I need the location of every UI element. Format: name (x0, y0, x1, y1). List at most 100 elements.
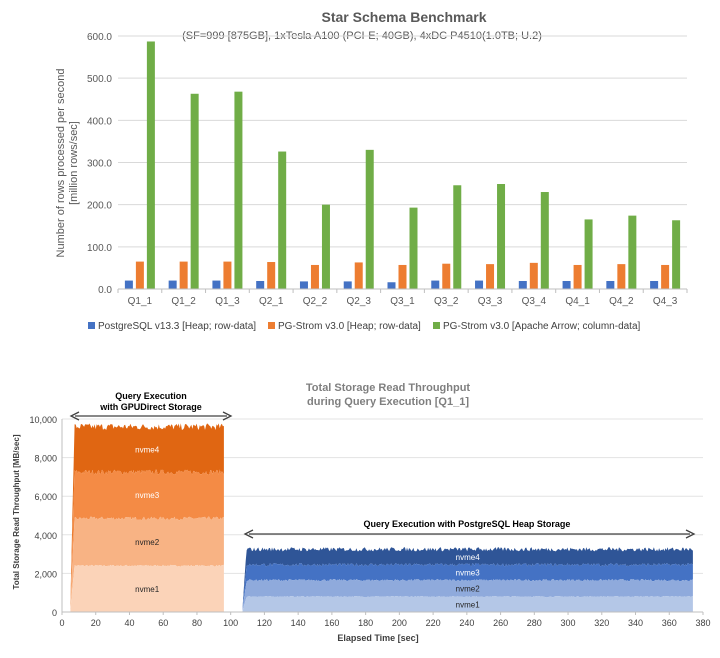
x-tick-label: 240 (459, 618, 474, 628)
bar (267, 262, 276, 289)
bar-chart-title: Star Schema Benchmark (322, 9, 487, 25)
bar (650, 280, 659, 289)
bar (190, 93, 199, 289)
x-tick-label: 320 (594, 618, 609, 628)
arrow-heap-head-left (243, 529, 254, 539)
bar (453, 185, 462, 289)
stack-label-nvme4: nvme4 (135, 445, 160, 454)
annotation-gds-line1: Query Execution (115, 391, 187, 401)
x-tick-label: 160 (324, 618, 339, 628)
x-tick-label: 120 (257, 618, 272, 628)
stack-label-nvme3: nvme3 (456, 568, 481, 577)
stack-label-nvme1: nvme1 (456, 600, 481, 609)
bar (409, 207, 418, 289)
area-chart: Total Storage Read Throughput during Que… (12, 382, 711, 643)
legend-label: PG-Strom v3.0 [Apache Arrow; column-data… (443, 321, 641, 332)
stack-label-nvme1: nvme1 (135, 585, 160, 594)
x-tick-label: Q3_2 (434, 296, 459, 307)
bar (497, 184, 506, 289)
y-tick-label: 200.0 (87, 201, 112, 212)
stack-area-nvme2 (70, 516, 224, 610)
bar (321, 204, 330, 289)
x-tick-label: 100 (223, 618, 238, 628)
x-tick-label: 260 (493, 618, 508, 628)
bar (146, 41, 155, 290)
stack-area-nvme3 (242, 563, 693, 611)
bar (398, 264, 407, 289)
bar-chart: Star Schema Benchmark (SF=999 [875GB], 1… (55, 9, 688, 332)
bar (387, 282, 396, 289)
x-tick-label: Q2_2 (303, 296, 328, 307)
stack-label-nvme3: nvme3 (135, 491, 160, 500)
y-tick-label: 6,000 (34, 492, 57, 502)
bar (628, 215, 637, 289)
bar (486, 264, 495, 289)
stack-area-nvme3 (70, 469, 224, 608)
bar (343, 281, 352, 289)
y-tick-label: 2,000 (34, 569, 57, 579)
x-tick-label: 80 (192, 618, 202, 628)
area-chart-title-line1: Total Storage Read Throughput (306, 382, 471, 394)
x-tick-label: Q1_2 (171, 296, 196, 307)
bar (124, 280, 133, 289)
bar (299, 281, 308, 289)
stack-area-nvme4 (242, 547, 693, 610)
arrow-heap-head-right (685, 529, 696, 539)
y-tick-label: 600.0 (87, 32, 112, 43)
stack-area-nvme2 (242, 579, 693, 612)
x-tick-label: 180 (358, 618, 373, 628)
stack-label-nvme2: nvme2 (135, 538, 160, 547)
bar (617, 264, 626, 289)
bar (475, 280, 484, 289)
x-tick-label: 300 (561, 618, 576, 628)
legend-label: PostgreSQL v13.3 [Heap; row-data] (98, 321, 256, 332)
x-tick-label: 280 (527, 618, 542, 628)
bar (168, 280, 177, 289)
x-tick-label: 0 (59, 618, 64, 628)
bar (584, 219, 593, 289)
stack-label-nvme2: nvme2 (456, 584, 481, 593)
legend-label: PG-Strom v3.0 [Heap; row-data] (278, 321, 421, 332)
x-tick-label: 20 (91, 618, 101, 628)
bar (661, 264, 670, 289)
bar (234, 91, 243, 289)
y-tick-label: 400.0 (87, 116, 112, 127)
area-chart-title-line2: during Query Execution [Q1_1] (307, 396, 469, 408)
bar (212, 280, 221, 289)
x-tick-label: Q1_3 (215, 296, 240, 307)
area-chart-xlabel: Elapsed Time [sec] (337, 633, 418, 643)
bar (179, 261, 188, 289)
bar (606, 280, 615, 289)
y-tick-label: 0 (52, 608, 57, 618)
y-tick-label: 8,000 (34, 454, 57, 464)
y-tick-label: 0.0 (98, 285, 112, 296)
bar (672, 220, 681, 289)
stack-label-nvme4: nvme4 (456, 553, 481, 562)
area-chart-ylabel: Total Storage Read Throughput [MB/sec] (12, 434, 21, 589)
y-tick-label: 300.0 (87, 159, 112, 170)
bar (442, 263, 451, 289)
x-tick-label: 220 (426, 618, 441, 628)
y-tick-label: 100.0 (87, 243, 112, 254)
bar (354, 262, 363, 289)
x-tick-label: Q1_1 (128, 296, 153, 307)
arrow-gds-head-left (69, 411, 80, 421)
bar-chart-ylabel-line2: [million rows/sec] (68, 121, 80, 205)
arrow-gds-head-right (222, 411, 233, 421)
bar (529, 262, 538, 289)
x-tick-label: Q4_1 (565, 296, 590, 307)
bar (365, 149, 374, 289)
x-tick-label: Q3_3 (478, 296, 503, 307)
stack-area-nvme1 (70, 564, 224, 612)
x-tick-label: Q4_2 (609, 296, 634, 307)
x-tick-label: 40 (124, 618, 134, 628)
annotation-gds-line2: with GPUDirect Storage (99, 402, 202, 412)
x-tick-label: Q3_1 (390, 296, 415, 307)
bar (135, 261, 144, 289)
bar (223, 261, 232, 289)
bar (573, 264, 582, 289)
legend-swatch (88, 322, 95, 329)
x-tick-label: Q3_4 (522, 296, 547, 307)
stack-area-nvme1 (242, 596, 693, 612)
